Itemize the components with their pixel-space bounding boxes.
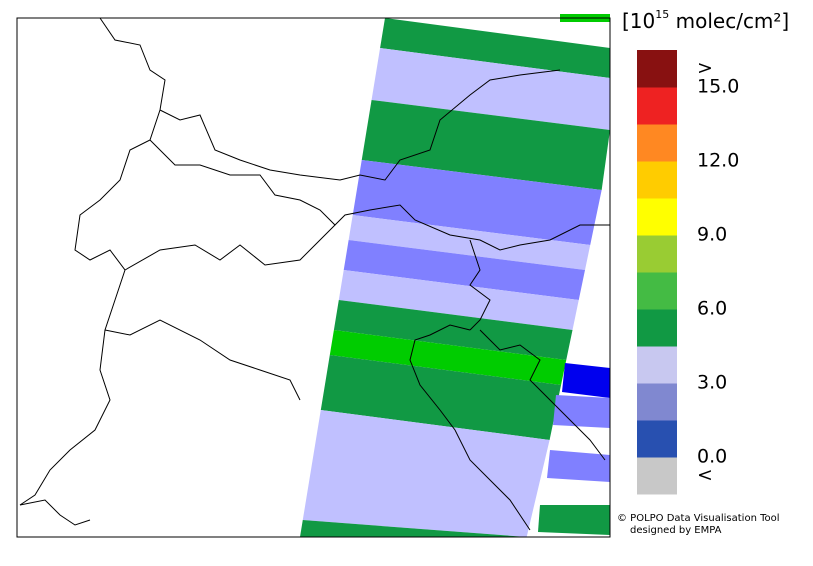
colorbar-tick-label: 0.0 (697, 446, 727, 468)
swath-stripe (343, 240, 585, 300)
coastline (479, 329, 606, 461)
swath-stripe (553, 395, 610, 428)
colorbar-tick-label: 3.0 (697, 372, 727, 394)
country-border (19, 17, 166, 506)
coastline (19, 499, 91, 526)
swath-stripe (300, 520, 527, 537)
country-border (159, 69, 561, 181)
colorbar-tick-label: 6.0 (697, 298, 727, 320)
colorbar: 0.0 3.0 6.0 9.0 12.0 15.0> < (637, 50, 739, 495)
swath-stripe (352, 160, 602, 245)
color-swatch (637, 346, 677, 384)
swath-stripe (380, 18, 610, 78)
borders (19, 17, 610, 531)
swath-stripe (320, 355, 562, 440)
colorbar-tick-label: 9.0 (697, 224, 727, 246)
swath-stripe (371, 48, 610, 130)
colorbar-over-label: > (697, 57, 713, 79)
colorbar-tick-label: 12.0 (697, 150, 739, 172)
colorbar-title-suffix: molec/cm²] (669, 9, 789, 33)
color-swatch (637, 272, 677, 310)
swath-stripe (562, 363, 610, 398)
map-frame (16, 17, 611, 538)
colorbar-title-exponent: 15 (655, 8, 669, 21)
country-border (124, 224, 336, 271)
colorbar-title: [1015 molec/cm²] (622, 8, 789, 33)
swath-stripe (547, 450, 610, 482)
country-border (149, 139, 610, 251)
color-swatch (637, 420, 677, 458)
coastline (104, 319, 531, 531)
color-swatch (637, 309, 677, 347)
colorbar-title-prefix: [10 (622, 9, 655, 33)
color-swatch (637, 87, 677, 125)
colorbar-tick-label: 15.0 (697, 76, 739, 98)
color-swatch (637, 235, 677, 273)
credit-line: designed by EMPA (630, 525, 722, 536)
color-swatch (637, 383, 677, 421)
swath-stripe (338, 270, 579, 330)
map (300, 14, 610, 537)
swath-stripe (329, 330, 567, 385)
swath-stripe (302, 410, 550, 537)
swath-stripe (348, 215, 591, 270)
color-swatch (637, 50, 677, 88)
swath-stripe (538, 505, 610, 535)
color-swatch (637, 124, 677, 162)
color-swatch (637, 457, 677, 495)
country-border (469, 239, 491, 331)
swath-stripe (361, 100, 610, 190)
swath-stripe (333, 300, 573, 360)
color-swatch (637, 161, 677, 199)
colorbar-under-label: < (697, 464, 713, 486)
color-swatch (637, 198, 677, 236)
credit-line: © POLPO Data Visualisation Tool (617, 513, 780, 524)
